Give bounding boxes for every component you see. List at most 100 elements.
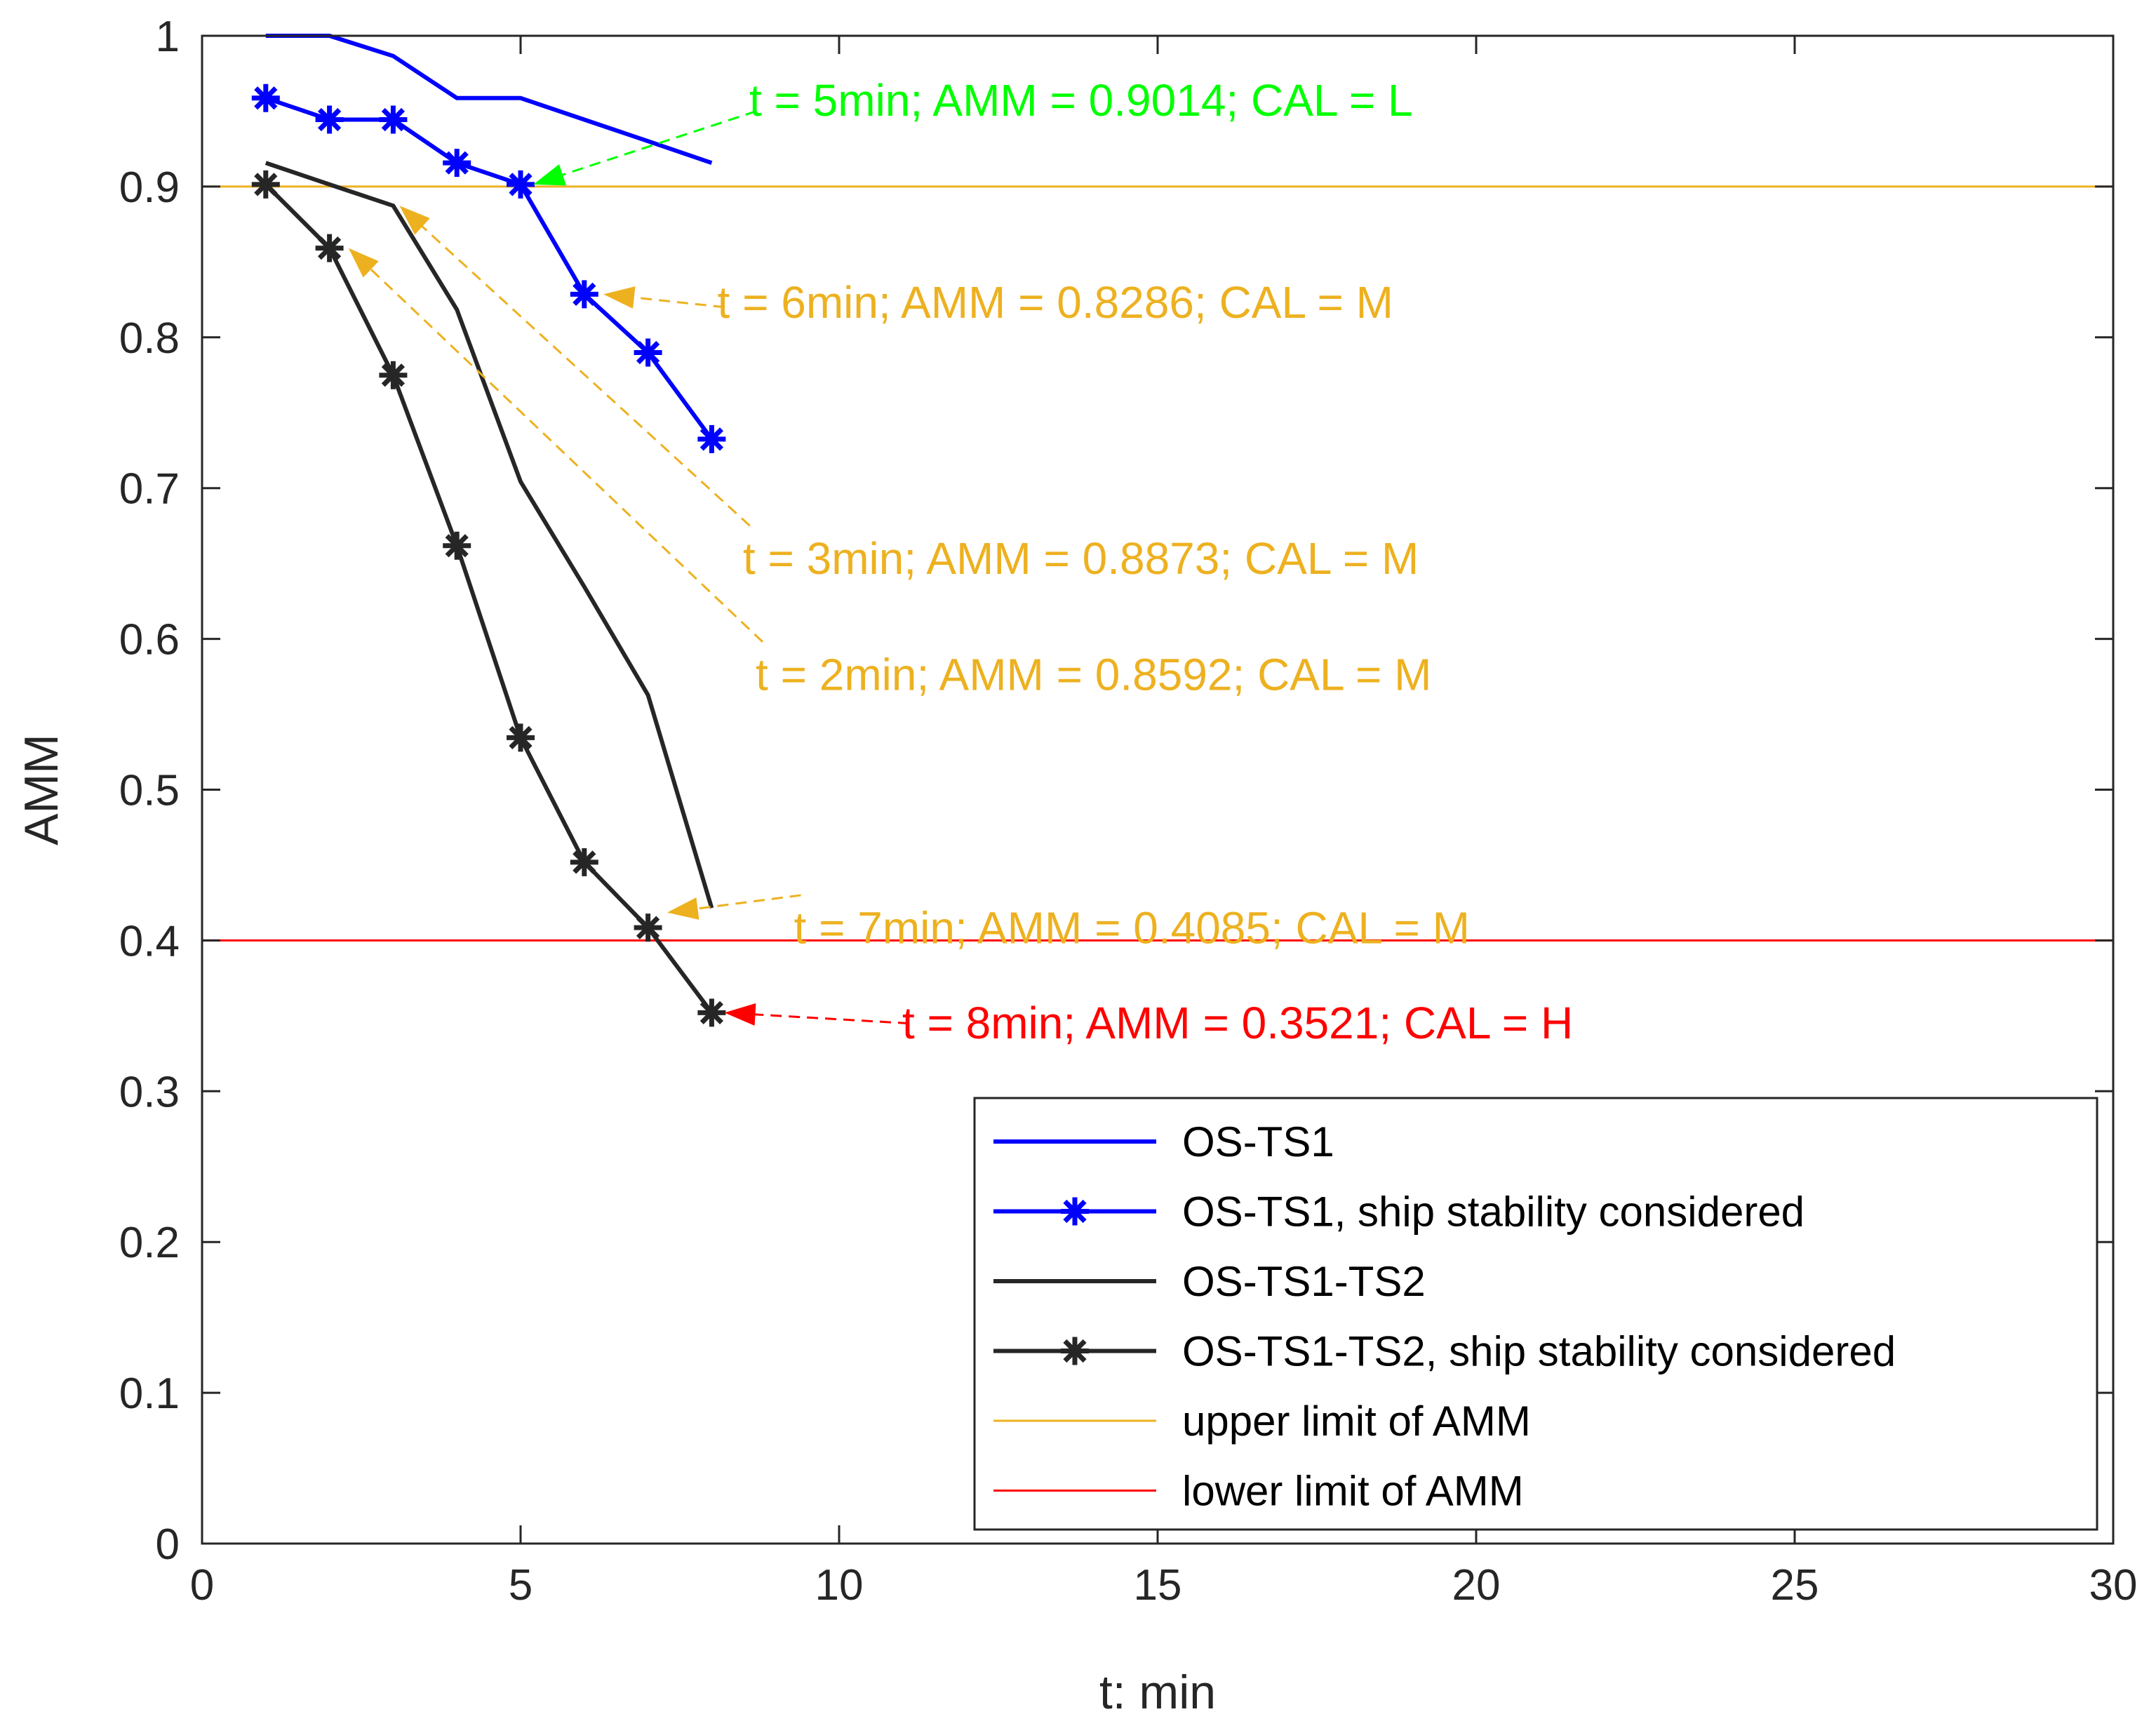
legend-entry: lower limit of AMM (993, 1468, 1524, 1515)
legend-label: OS-TS1-TS2, ship stability considered (1182, 1328, 1896, 1375)
annotation-arrow-line (755, 1013, 909, 1025)
marker-stroke (699, 1001, 724, 1024)
legend-entry: OS-TS1 (993, 1118, 1334, 1165)
data-point-marker (697, 424, 726, 453)
data-point-marker (443, 531, 471, 560)
series-os-ts1-ts2-ship-stability-considered (251, 170, 726, 1027)
legend-label: OS-TS1-TS2 (1182, 1258, 1426, 1305)
marker-stroke (699, 427, 724, 451)
y-tick-label: 0.3 (119, 1068, 180, 1116)
data-point-marker (315, 105, 344, 134)
annotation-label: t = 3min; AMM = 0.8873; CAL = M (743, 533, 1419, 584)
marker-stroke (254, 173, 278, 196)
annotation-arrow-line (562, 110, 757, 176)
annotation: t = 3min; AMM = 0.8873; CAL = M (399, 206, 1419, 584)
annotation-arrow-line (421, 225, 751, 527)
annotation: t = 6min; AMM = 0.8286; CAL = M (603, 277, 1393, 328)
legend-label: OS-TS1 (1182, 1118, 1334, 1165)
data-point-marker (634, 338, 662, 367)
annotation-label: t = 6min; AMM = 0.8286; CAL = M (718, 277, 1393, 328)
series-os-ts1 (265, 34, 713, 166)
marker-stroke (445, 534, 469, 558)
annotation-arrow-head (603, 286, 636, 309)
annotation-arrow-head (348, 248, 379, 278)
x-tick-label: 25 (1771, 1561, 1819, 1610)
legend-label: upper limit of AMM (1182, 1398, 1531, 1445)
marker-stroke (573, 850, 596, 874)
data-point-marker (1061, 1197, 1089, 1226)
x-tick-label: 5 (509, 1561, 533, 1610)
data-point-marker (251, 170, 280, 199)
marker-stroke (381, 363, 406, 387)
series-line (265, 34, 713, 166)
annotation-arrow-head (667, 897, 699, 920)
annotation-arrow-head (724, 1003, 756, 1026)
plot-series (251, 34, 726, 1027)
data-point-marker (1061, 1337, 1089, 1365)
series-os-ts1-ts2 (265, 161, 714, 909)
data-point-marker (507, 170, 535, 199)
legend-entry: OS-TS1-TS2, ship stability considered (993, 1328, 1896, 1375)
x-tick-label: 15 (1134, 1561, 1182, 1610)
marker-stroke (381, 107, 406, 132)
marker-stroke (1063, 1339, 1087, 1363)
series-line (264, 182, 714, 1015)
data-point-marker (379, 361, 408, 389)
annotation-arrow-head (399, 206, 430, 235)
y-tick-label: 0 (156, 1520, 180, 1569)
annotation-label: t = 5min; AMM = 0.9014; CAL = L (749, 75, 1413, 126)
y-tick-label: 0.9 (119, 163, 180, 212)
marker-stroke (317, 107, 342, 132)
annotation-label: t = 2min; AMM = 0.8592; CAL = M (756, 650, 1431, 700)
data-point-marker (634, 914, 662, 942)
x-tick-label: 30 (2089, 1561, 2138, 1610)
y-tick-label: 0.7 (119, 465, 180, 514)
data-point-marker (251, 83, 280, 112)
x-tick-label: 20 (1452, 1561, 1501, 1610)
legend-entry: upper limit of AMM (993, 1398, 1531, 1445)
data-point-marker (507, 723, 535, 752)
marker-stroke (317, 236, 342, 260)
annotation-label: t = 8min; AMM = 0.3521; CAL = H (902, 998, 1573, 1048)
legend-entry: OS-TS1, ship stability considered (993, 1189, 1805, 1236)
annotations: t = 5min; AMM = 0.9014; CAL = L t = 6min;… (348, 75, 1573, 1048)
marker-stroke (1063, 1199, 1087, 1224)
y-tick-label: 0.4 (119, 917, 180, 965)
marker-stroke (636, 340, 660, 365)
annotation: t = 8min; AMM = 0.3521; CAL = H (724, 998, 1573, 1048)
marker-stroke (636, 916, 660, 939)
data-point-marker (697, 998, 726, 1027)
y-tick-label: 0.1 (119, 1370, 180, 1418)
annotation: t = 2min; AMM = 0.8592; CAL = M (348, 248, 1431, 700)
data-point-marker (379, 105, 408, 134)
marker-stroke (445, 151, 469, 175)
legend-box (973, 1097, 2098, 1531)
marker-stroke (509, 725, 533, 749)
marker-stroke (254, 86, 278, 110)
legend-label: OS-TS1, ship stability considered (1182, 1189, 1805, 1236)
x-axis-title: t: min (1099, 1666, 1216, 1719)
series-line (265, 161, 714, 909)
y-tick-label: 1 (156, 13, 180, 61)
ticks: 0 5 10 15 20 25 30 0 0.1 0.2 0.3 0.4 0.5 0.6 0.7 0.8 0.9… (119, 13, 2138, 1610)
annotation-label: t = 7min; AMM = 0.4085; CAL = M (794, 903, 1470, 954)
x-tick-label: 10 (815, 1561, 864, 1610)
y-axis-title: AMM (15, 734, 68, 845)
y-tick-label: 0.8 (119, 314, 180, 363)
annotation: t = 7min; AMM = 0.4085; CAL = M (667, 894, 1470, 954)
annotation-arrow-line (634, 296, 725, 309)
series-os-ts1-ship-stability-considered (251, 83, 726, 453)
y-tick-label: 0.6 (119, 616, 180, 664)
legend-entry: OS-TS1-TS2 (993, 1258, 1426, 1305)
data-point-marker (570, 848, 598, 876)
annotation: t = 5min; AMM = 0.9014; CAL = L (533, 75, 1413, 186)
y-tick-label: 0.5 (119, 767, 180, 815)
data-point-marker (570, 280, 598, 309)
data-point-marker (443, 149, 471, 178)
annotation-arrow-head (533, 163, 566, 186)
x-tick-label: 0 (190, 1561, 214, 1610)
marker-stroke (573, 282, 596, 306)
legend-label: lower limit of AMM (1182, 1468, 1524, 1515)
marker-stroke (509, 173, 533, 196)
